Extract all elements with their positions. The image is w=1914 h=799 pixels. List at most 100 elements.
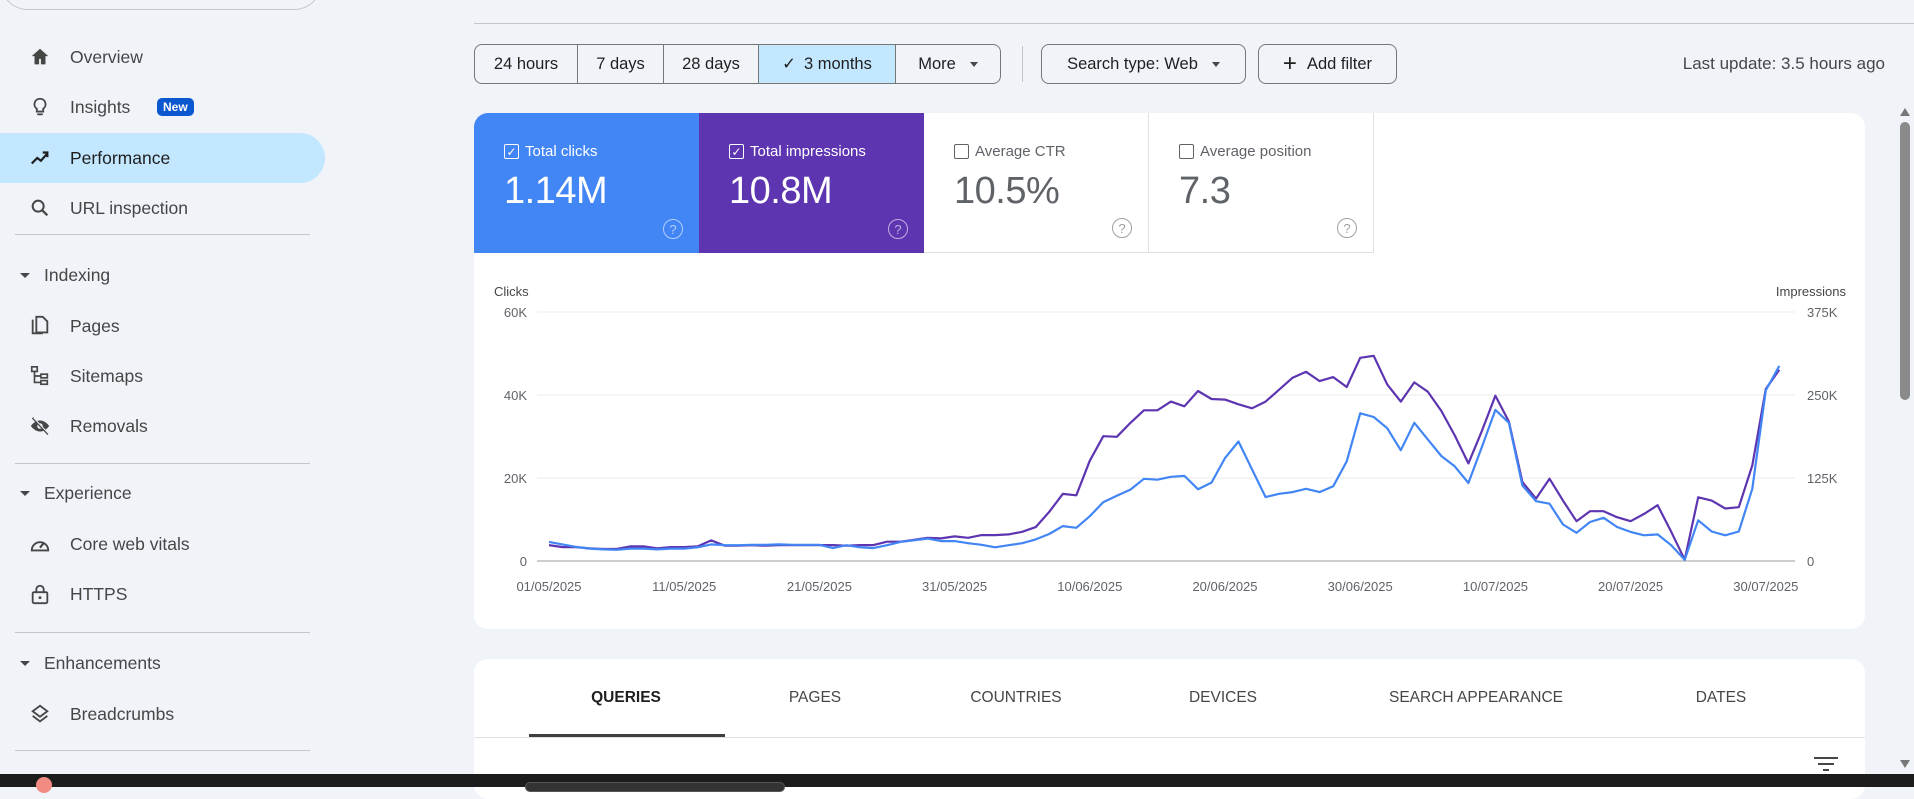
header-divider <box>474 23 1914 24</box>
range-label: 3 months <box>803 54 872 73</box>
metric-tile-total-impressions[interactable]: ✓ Total impressions 10.8M ? <box>699 113 924 253</box>
x-tick-label: 30/07/2025 <box>1733 579 1798 594</box>
home-icon <box>29 46 51 68</box>
metric-label: Total impressions <box>750 143 866 160</box>
checkbox-icon[interactable]: ✓ <box>504 144 519 159</box>
sidebar-item-label: Overview <box>70 46 143 67</box>
sidebar-item-pages[interactable]: Pages <box>0 301 325 351</box>
tab-devices[interactable]: DEVICES <box>1188 689 1258 706</box>
date-range-selector: 24 hours 7 days 28 days ✓ 3 months More <box>474 44 1001 84</box>
x-tick-label: 01/05/2025 <box>516 579 581 594</box>
sidebar-section-indexing[interactable]: Indexing <box>20 265 110 286</box>
dropdown-arrow-icon <box>969 61 978 67</box>
add-filter-button[interactable]: + Add filter <box>1258 44 1397 84</box>
scrollbar-thumb[interactable] <box>1900 122 1910 400</box>
sidebar-item-label: Sitemaps <box>70 365 143 386</box>
range-more-button[interactable]: More <box>896 45 1000 83</box>
left-axis-title: Clicks <box>494 284 529 299</box>
sidebar-item-label: Core web vitals <box>70 533 190 554</box>
left-tick-label: 20K <box>504 471 527 486</box>
lightbulb-icon <box>29 96 51 118</box>
sidebar-item-breadcrumbs[interactable]: Breadcrumbs <box>0 689 325 739</box>
help-icon[interactable]: ? <box>1337 218 1357 238</box>
collapse-arrow-icon <box>20 491 30 496</box>
scroll-up-arrow-icon[interactable] <box>1900 108 1910 116</box>
x-tick-label: 11/05/2025 <box>652 579 716 594</box>
tab-search-appearance[interactable]: SEARCH APPEARANCE <box>1389 689 1563 706</box>
x-tick-label: 30/06/2025 <box>1328 579 1393 594</box>
range-24-hours[interactable]: 24 hours <box>475 45 578 83</box>
performance-chart: Clicks Impressions 0 0 20K 125K 40K 250K 60K 375K… <box>494 284 1847 594</box>
x-tick-label: 21/05/2025 <box>787 579 852 594</box>
x-tick-label: 31/05/2025 <box>922 579 987 594</box>
sidebar-item-removals[interactable]: Removals <box>0 401 325 451</box>
tab-pages[interactable]: PAGES <box>788 689 842 706</box>
metric-value: 7.3 <box>1179 170 1231 212</box>
checkbox-icon[interactable] <box>1179 144 1194 159</box>
sidebar-item-performance[interactable]: Performance <box>0 133 325 183</box>
help-icon[interactable]: ? <box>663 219 683 239</box>
section-label: Indexing <box>44 265 111 285</box>
right-tick-label: 250K <box>1807 388 1838 403</box>
metric-tile-average-ctr[interactable]: Average CTR 10.5% ? <box>924 113 1149 253</box>
sidebar-item-core-web-vitals[interactable]: Core web vitals <box>0 519 325 569</box>
search-type-label: Search type: Web <box>1067 54 1198 73</box>
x-tick-label: 20/06/2025 <box>1192 579 1257 594</box>
last-update-text: Last update: 3.5 hours ago <box>1682 54 1885 73</box>
sidebar-divider <box>15 632 310 633</box>
performance-chart-card: ✓ Total clicks 1.14M ? ✓ Total impressions… <box>474 113 1865 629</box>
sidebar-item-https[interactable]: HTTPS <box>0 569 325 619</box>
help-icon[interactable]: ? <box>1112 218 1132 238</box>
tabs-divider <box>474 737 1865 738</box>
range-3-months[interactable]: ✓ 3 months <box>759 45 896 83</box>
checkbox-icon[interactable] <box>954 144 969 159</box>
range-7-days[interactable]: 7 days <box>578 45 664 83</box>
sidebar-item-insights[interactable]: Insights New <box>0 82 325 132</box>
x-tick-label: 20/07/2025 <box>1598 579 1663 594</box>
metric-value: 10.5% <box>954 170 1060 212</box>
sidebar-item-label: Pages <box>70 315 120 336</box>
sidebar-item-label: URL inspection <box>70 197 189 218</box>
checkbox-icon[interactable]: ✓ <box>729 144 744 159</box>
metric-value: 10.8M <box>729 170 833 212</box>
range-28-days[interactable]: 28 days <box>664 45 759 83</box>
collapse-arrow-icon <box>20 661 30 666</box>
selected-tab-underline <box>529 734 725 737</box>
x-tick-label: 10/06/2025 <box>1057 579 1122 594</box>
help-icon[interactable]: ? <box>888 219 908 239</box>
scroll-down-arrow-icon[interactable] <box>1900 760 1910 768</box>
sidebar-item-url-inspection[interactable]: URL inspection <box>0 183 325 233</box>
gauge-icon <box>29 533 51 555</box>
layers-icon <box>29 703 51 725</box>
left-tick-label: 60K <box>504 305 527 320</box>
metric-tile-average-position[interactable]: Average position 7.3 ? <box>1149 113 1374 253</box>
tab-dates[interactable]: DATES <box>1695 689 1747 706</box>
sidebar-divider <box>15 463 310 464</box>
page-scrollbar[interactable] <box>1896 104 1914 774</box>
sidebar-item-overview[interactable]: Overview <box>0 32 325 82</box>
tab-countries[interactable]: COUNTRIES <box>970 689 1062 706</box>
add-filter-label: Add filter <box>1306 54 1373 73</box>
taskbar-search[interactable] <box>525 782 785 792</box>
left-tick-label: 0 <box>520 554 527 569</box>
sidebar-section-experience[interactable]: Experience <box>20 483 132 504</box>
tab-queries[interactable]: QUERIES <box>591 689 661 706</box>
range-label: More <box>918 54 956 73</box>
eye-off-icon <box>29 415 51 437</box>
metric-label: Total clicks <box>525 143 598 160</box>
sidebar-item-label: Removals <box>70 415 148 436</box>
dropdown-arrow-icon <box>1211 61 1220 67</box>
sidebar-item-label: Insights <box>70 96 131 117</box>
search-box[interactable] <box>0 0 322 10</box>
sidebar-item-label: Performance <box>70 147 171 168</box>
sidebar-item-sitemaps[interactable]: Sitemaps <box>0 351 325 401</box>
collapse-arrow-icon <box>20 273 30 278</box>
filter-rows-icon[interactable] <box>1814 757 1838 771</box>
sidebar-item-label: Breadcrumbs <box>70 703 175 724</box>
metric-tile-total-clicks[interactable]: ✓ Total clicks 1.14M ? <box>474 113 699 253</box>
sidebar-section-enhancements[interactable]: Enhancements <box>20 653 161 674</box>
metric-label: Average position <box>1200 143 1312 160</box>
sidebar-item-label: HTTPS <box>70 583 128 604</box>
search-type-dropdown[interactable]: Search type: Web <box>1041 44 1246 84</box>
taskbar-app-icon[interactable] <box>36 777 52 793</box>
